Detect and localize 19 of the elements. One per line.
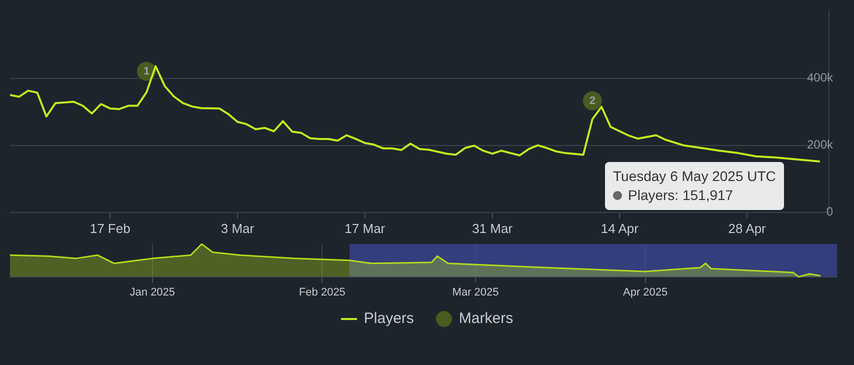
y-tick-label: 400k — [806, 70, 834, 85]
x-tick-label: 14 Apr — [600, 220, 640, 236]
legend-label: Players — [364, 310, 414, 327]
annotation: Players: 151,917 — [627, 186, 734, 206]
legend-label: Markers — [458, 310, 514, 327]
x-tick-label: Mar 2025 — [452, 286, 499, 298]
x-tick-label: 3 Mar — [220, 220, 255, 236]
annotation: 1 — [143, 65, 150, 78]
annotation: 2 — [589, 94, 596, 107]
x-tick-label: 31 Mar — [472, 220, 514, 236]
annotation: Tuesday 6 May 2025 UTC — [613, 167, 776, 186]
y-tick-label: 0 — [826, 204, 834, 219]
x-tick-label: 28 Apr — [728, 220, 767, 236]
x-tick-label: Jan 2025 — [130, 286, 176, 298]
x-tick-label: 17 Feb — [90, 220, 130, 236]
x-tick-label: Feb 2025 — [298, 286, 346, 298]
y-tick-label: 200k — [806, 138, 834, 152]
x-tick-label: 17 Mar — [344, 220, 386, 236]
x-tick-label: Apr 2025 — [622, 286, 668, 298]
